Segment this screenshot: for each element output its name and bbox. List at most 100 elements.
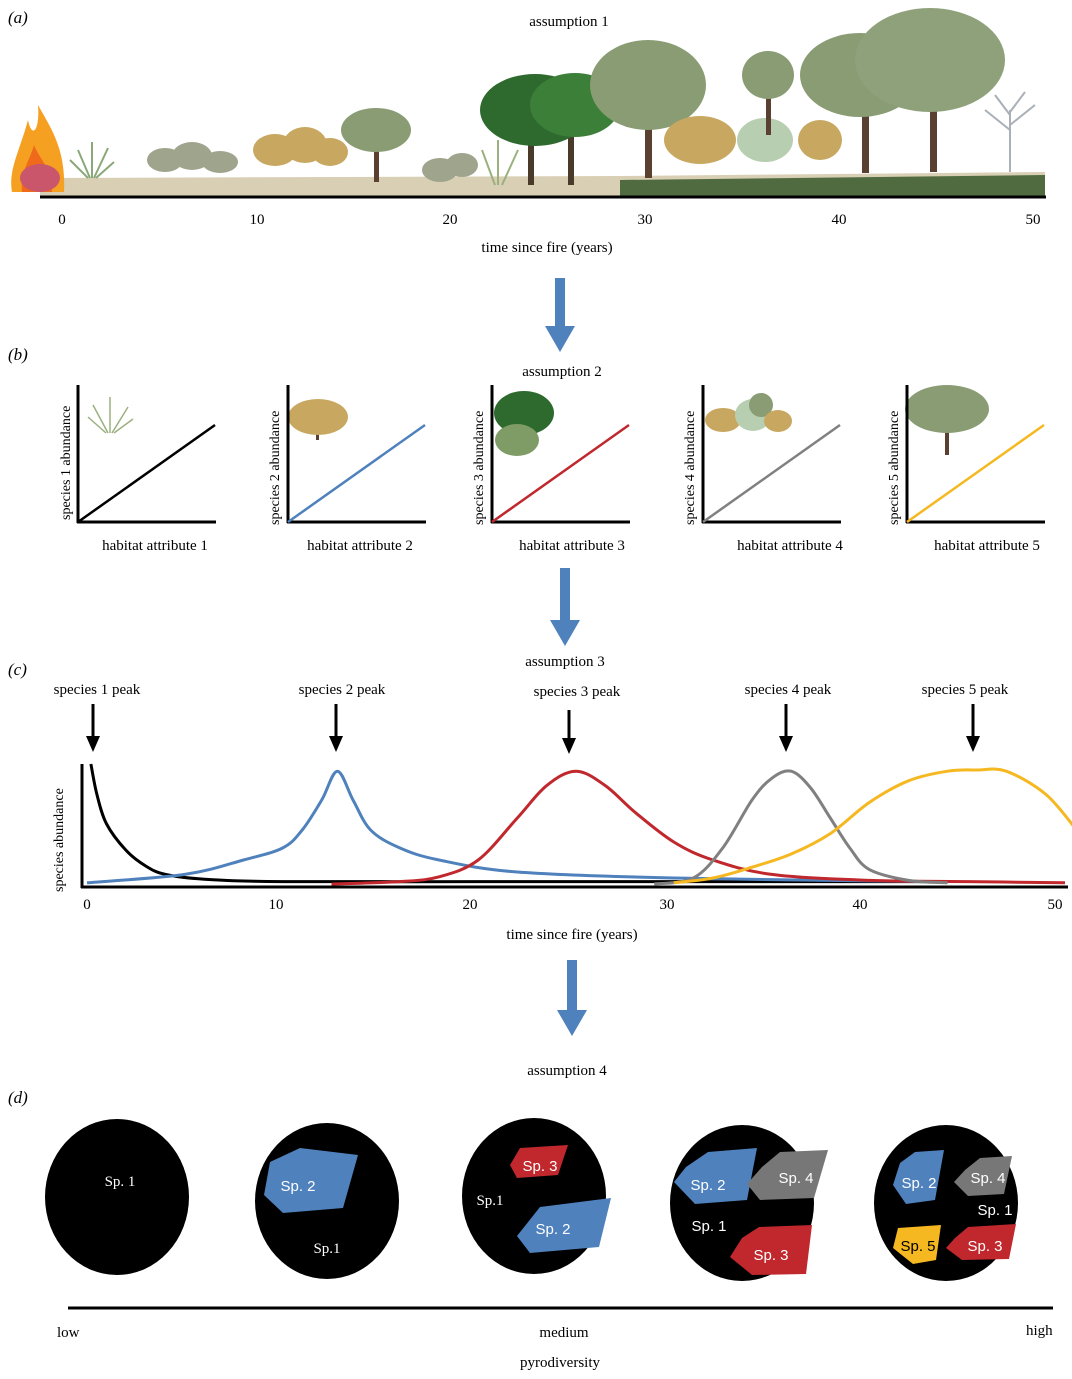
species-3-peak-label: species 3 peak: [533, 684, 621, 700]
sp3-patch: [510, 1145, 568, 1178]
grey-shrub-icon: [422, 153, 478, 182]
circle2-sp2-label: Sp. 2: [280, 1178, 315, 1195]
panel-c-tick-40: 40: [852, 897, 868, 913]
fire-icon: [11, 105, 65, 192]
habitat-plot-4-ylabel: species 4 abundance: [683, 410, 698, 525]
dead-tree-icon: [984, 91, 1036, 172]
assumption-4-label: assumption 4: [527, 1063, 607, 1079]
pale-green-shrub-icon: [737, 118, 793, 162]
habitat-plot-2: [286, 385, 426, 524]
circle4-sp2-label: Sp. 2: [690, 1177, 725, 1194]
circle3-sp3-label: Sp. 3: [522, 1158, 557, 1175]
sp4-patch: [954, 1156, 1012, 1196]
medium-tree-icon: [742, 51, 794, 135]
panel-a-xlabel: time since fire (years): [481, 240, 613, 256]
tree-icon: [905, 385, 989, 455]
circle4-sp1-label: Sp. 1: [691, 1218, 726, 1235]
panel-a-tick-20: 20: [442, 212, 458, 228]
yellow-shrub-icon: [253, 127, 348, 166]
low-shrub-icon: [147, 142, 238, 173]
panel-c-tick-30: 30: [659, 897, 675, 913]
fire-succession-illustration: [11, 8, 1046, 199]
circle3-sp2-label: Sp. 2: [535, 1221, 570, 1238]
panel-c-tick-10: 10: [268, 897, 284, 913]
habitat-plot-1-xlabel: habitat attribute 1: [102, 538, 208, 554]
circle5-sp1-label: Sp. 1: [977, 1202, 1012, 1219]
habitat-plot-1-ylabel: species 1 abundance: [59, 405, 74, 520]
circle5-sp2-label: Sp. 2: [901, 1175, 936, 1192]
pyrodiversity-high-label: high: [1026, 1323, 1053, 1339]
habitat-plot-5-ylabel: species 5 abundance: [887, 410, 902, 525]
large-tree-icon: [800, 8, 1005, 173]
landscape-circles: Sp. 1 Sp. 2 Sp.1 Sp. 3 Sp.1 Sp. 2 Sp. 2 …: [45, 1118, 1018, 1281]
down-arrow-2: [550, 568, 580, 646]
panel-c-tick-20: 20: [462, 897, 478, 913]
landscape-circle-low: [45, 1119, 189, 1275]
peak-arrow-5: [966, 704, 980, 752]
shrub-icon: [288, 399, 348, 440]
assumption-2-label: assumption 2: [522, 364, 602, 380]
sp2-patch: [264, 1148, 358, 1213]
panel-c-tick-0: 0: [83, 897, 91, 913]
pyrodiversity-low-label: low: [57, 1325, 80, 1341]
pyrodiversity-medium-label: medium: [539, 1325, 589, 1341]
circle2-sp1-label: Sp.1: [313, 1241, 340, 1257]
sp3-patch: [946, 1224, 1016, 1260]
peak-arrow-1: [86, 704, 100, 752]
species-3-abundance-curve: [331, 769, 1066, 886]
species-4-abundance-curve: [653, 769, 948, 886]
small-tree-icon: [341, 108, 411, 182]
down-arrow-3: [557, 960, 587, 1036]
habitat-line-1: [77, 423, 216, 524]
panel-d-label: (d): [8, 1088, 28, 1107]
sp5-patch: [893, 1225, 941, 1264]
assumption-1-label: assumption 1: [529, 14, 609, 30]
mixed-shrub-icon: [705, 393, 792, 432]
habitat-line-4: [702, 423, 841, 524]
habitat-plot-5-xlabel: habitat attribute 5: [934, 538, 1040, 554]
habitat-plot-1: [76, 385, 216, 524]
circle4-sp4-label: Sp. 4: [778, 1170, 813, 1187]
sp2-patch: [893, 1150, 944, 1204]
sp2-patch: [517, 1198, 611, 1253]
panel-a-tick-30: 30: [637, 212, 653, 228]
panel-b-label: (b): [8, 345, 28, 364]
assumption-3-label: assumption 3: [525, 654, 605, 670]
habitat-plot-2-xlabel: habitat attribute 2: [307, 538, 413, 554]
panel-a-tick-0: 0: [58, 212, 66, 228]
peak-arrow-4: [779, 704, 793, 752]
yellow-shrub-icon-2: [664, 116, 736, 164]
habitat-plot-3-ylabel: species 3 abundance: [472, 410, 487, 525]
sp3-patch: [730, 1225, 812, 1275]
habitat-plot-3: [490, 385, 630, 524]
pyrodiversity-axis: [68, 1306, 1053, 1310]
circle5-sp4-label: Sp. 4: [970, 1170, 1005, 1187]
tall-tree-icon: [590, 40, 706, 178]
species-4-peak-label: species 4 peak: [744, 682, 832, 698]
circle4-sp3-label: Sp. 3: [753, 1247, 788, 1264]
panel-a-tick-10: 10: [249, 212, 265, 228]
panel-c-label: (c): [8, 660, 27, 679]
panel-c-xlabel: time since fire (years): [506, 927, 638, 943]
sp4-patch: [747, 1150, 828, 1200]
grass-icon: [87, 397, 134, 434]
panel-a-label: (a): [8, 8, 28, 27]
habitat-plot-4-xlabel: habitat attribute 4: [737, 538, 843, 554]
circle5-sp5-label: Sp. 5: [900, 1238, 935, 1255]
habitat-line-3: [491, 423, 630, 524]
habitat-plot-5: [905, 385, 1045, 524]
grass-icon: [69, 142, 115, 179]
habitat-line-2: [287, 423, 426, 524]
circle1-sp1-label: Sp. 1: [105, 1174, 136, 1190]
peak-arrows: [86, 704, 980, 754]
sp2-patch: [674, 1148, 757, 1204]
down-arrow-1: [545, 278, 575, 352]
panel-a-tick-50: 50: [1025, 212, 1041, 228]
pyrodiversity-axis-label: pyrodiversity: [520, 1355, 600, 1371]
habitat-line-5: [906, 423, 1045, 524]
circle5-sp3-label: Sp. 3: [967, 1238, 1002, 1255]
abundance-curves-chart: [80, 763, 1072, 889]
panel-c-tick-50: 50: [1047, 897, 1063, 913]
panel-a-tick-40: 40: [831, 212, 847, 228]
species-2-peak-label: species 2 peak: [298, 682, 386, 698]
